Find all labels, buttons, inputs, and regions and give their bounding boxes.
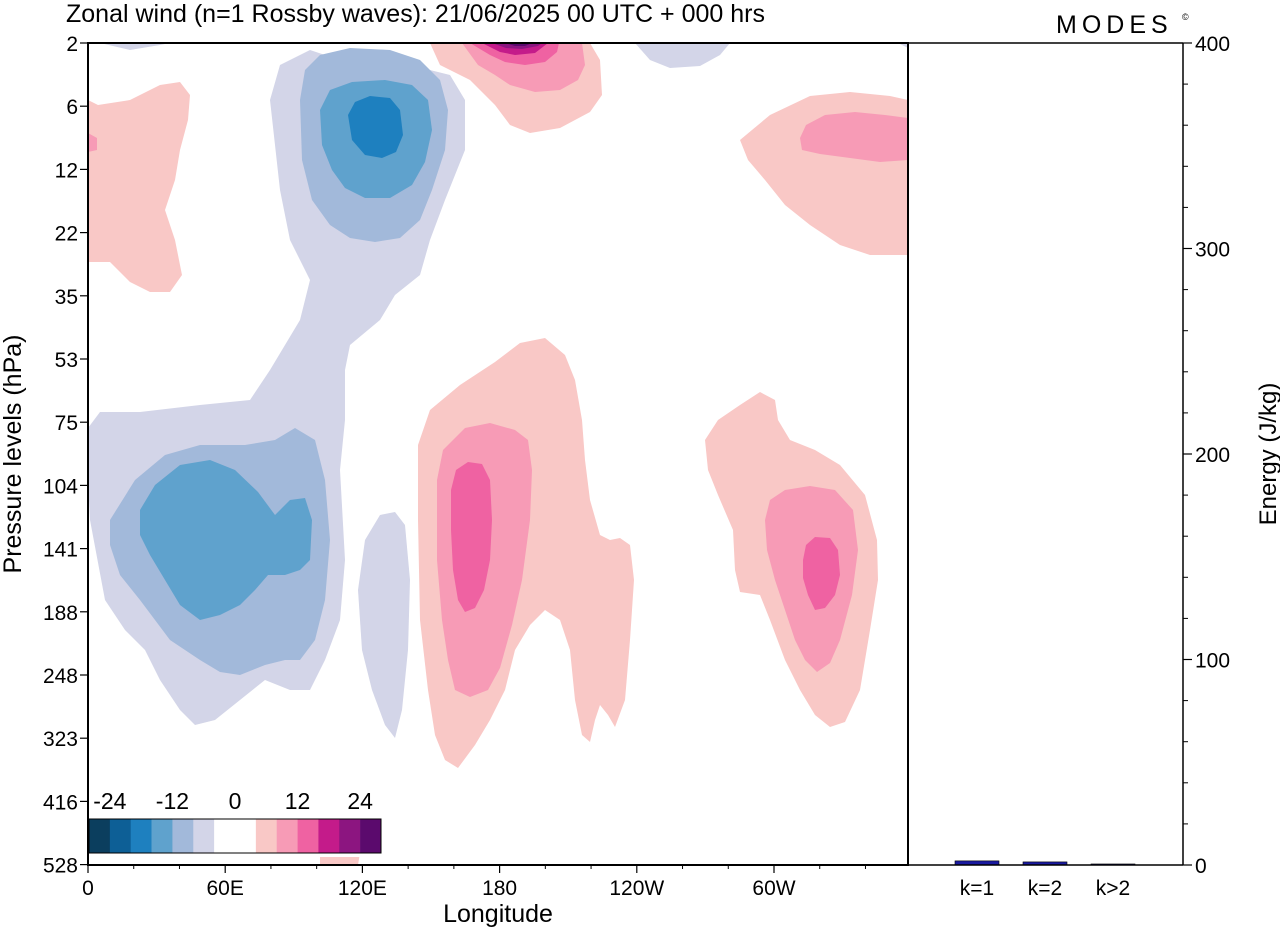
x-tick-label: 180	[482, 877, 517, 900]
x-tick-label: 60E	[207, 877, 244, 900]
energy-category-label: k=1	[960, 877, 994, 900]
colorbar-swatch	[193, 819, 215, 853]
energy-tick-label: 0	[1195, 855, 1207, 878]
y-tick-label: 188	[43, 602, 78, 625]
colorbar-swatch	[109, 819, 132, 853]
y-tick-label: 323	[43, 728, 78, 751]
colorbar-swatch	[276, 819, 298, 853]
y-axis: 2 6 12 22 35 53 75 104 141 188 248 323 416 528	[43, 33, 88, 878]
y-tick-label: 2	[66, 33, 78, 56]
x-tick-label: 60W	[752, 877, 795, 900]
x-tick-label: 120E	[338, 877, 387, 900]
y-tick-label: 528	[43, 855, 78, 878]
colorbar-swatch	[360, 819, 382, 853]
colorbar-tick-label: 0	[229, 788, 242, 814]
contour-level-minus4-region-5	[898, 43, 908, 48]
colorbar-swatch	[89, 819, 111, 853]
colorbar-swatch	[297, 819, 319, 853]
energy-category-label: k=2	[1028, 877, 1062, 900]
energy-tick-label: 300	[1195, 239, 1230, 262]
colorbar-swatch	[130, 819, 152, 853]
contour-level-minus4-region-3	[358, 512, 410, 738]
colorbar-swatch	[172, 819, 194, 853]
colorbar-tick-label: 24	[347, 788, 373, 814]
y-tick-label: 248	[43, 665, 78, 688]
y-tick-label: 75	[55, 412, 78, 435]
y-tick-label: 22	[55, 223, 78, 246]
colorbar-tick-label: -24	[93, 788, 126, 814]
contour-level-minus16-region-1	[348, 96, 403, 158]
modes-logo: MODES ©	[1056, 11, 1189, 39]
modes-logo-mark: ©	[1182, 12, 1189, 22]
colorbar-tick-label: 12	[285, 788, 311, 814]
colorbar: -24 -12 0 12 24	[86, 787, 384, 857]
x-axis: 0 60E 120E 180 120W 60W	[82, 865, 866, 900]
contour-level-12-region-3	[803, 537, 840, 610]
y-tick-label: 6	[66, 96, 78, 119]
y-tick-label: 104	[43, 475, 78, 498]
energy-axis: 0 100 200 300 400	[1182, 33, 1230, 878]
colorbar-swatch	[151, 819, 173, 853]
colorbar-swatch	[318, 819, 340, 853]
contour-level-minus4-region-4	[635, 43, 730, 68]
energy-tick-label: 400	[1195, 33, 1230, 56]
contour-level-8-region-3	[800, 112, 908, 162]
colorbar-swatch	[339, 819, 361, 853]
x-tick-label: 120W	[609, 877, 664, 900]
energy-tick-label: 200	[1195, 444, 1230, 467]
modes-logo-text: MODES	[1056, 11, 1173, 39]
x-axis-label: Longitude	[443, 900, 553, 928]
energy-tick-label: 100	[1195, 650, 1230, 673]
y-tick-label: 141	[43, 539, 78, 562]
x-tick-label: 0	[82, 877, 94, 900]
y-tick-label: 416	[43, 791, 78, 814]
contour-level-4-region-1	[88, 82, 190, 292]
y-axis-label: Pressure levels (hPa)	[0, 335, 27, 574]
y-tick-label: 53	[55, 349, 78, 372]
contour-level-minus12-region-2	[140, 460, 312, 620]
colorbar-swatch	[235, 819, 257, 853]
chart-title: Zonal wind (n=1 Rossby waves): 21/06/202…	[66, 0, 765, 28]
colorbar-swatch	[214, 819, 236, 853]
contour-level-8-region-1	[88, 133, 97, 152]
y-tick-label: 12	[55, 159, 78, 182]
energy-bars: k=1 k=2 k>2	[954, 860, 1136, 900]
colorbar-swatch	[255, 819, 278, 853]
main-plot-frame	[87, 42, 909, 866]
contour-layer	[88, 43, 908, 865]
contour-level-12-region-2	[451, 462, 492, 612]
colorbar-tick-label: -12	[156, 788, 189, 814]
energy-category-label: k>2	[1096, 877, 1130, 900]
y-tick-label: 35	[55, 286, 78, 309]
energy-axis-label: Energy (J/kg)	[1255, 383, 1280, 526]
contour-level-minus4-region-2	[100, 43, 170, 50]
